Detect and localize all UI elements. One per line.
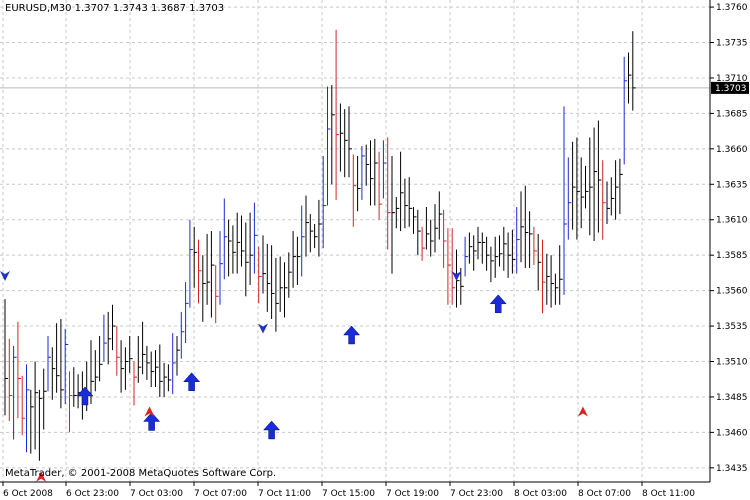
current-price-tag-background — [711, 81, 749, 94]
up-arrow-signal-icon — [343, 325, 361, 345]
time-tick-label: 8 Oct 03:00 — [514, 489, 567, 499]
copyright-text: MetaTrader, © 2001-2008 MetaQuotes Softw… — [5, 468, 277, 479]
price-tick-label: 1.3735 — [716, 39, 748, 49]
up-arrow-signal-icon — [263, 420, 281, 440]
price-tick-label: 1.3685 — [716, 109, 748, 119]
price-tick-label: 1.3760 — [716, 3, 748, 13]
time-tick-label: 8 Oct 11:00 — [642, 489, 695, 499]
price-tick-label: 1.3535 — [716, 322, 748, 332]
sell-marker-icon — [258, 323, 268, 334]
time-tick-label: 7 Oct 11:00 — [258, 489, 311, 499]
buy-marker-icon — [144, 406, 155, 417]
sell-marker-icon — [451, 271, 462, 282]
current-price-tag: 1.3703 — [711, 81, 749, 94]
price-tick-label: 1.3510 — [716, 358, 748, 368]
sell-marker-icon — [0, 271, 10, 282]
price-tick-label: 1.3485 — [716, 393, 748, 403]
time-tick-label: 7 Oct 15:00 — [322, 489, 375, 499]
signal-markers — [0, 271, 588, 482]
up-arrow-signal-icon — [76, 386, 94, 406]
price-tick-label: 1.3435 — [716, 464, 748, 474]
buy-marker-icon — [577, 406, 588, 417]
time-tick-label: 7 Oct 19:00 — [386, 489, 439, 499]
chart-title: EURUSD,M30 1.3707 1.3743 1.3687 1.3703 — [5, 3, 225, 14]
time-tick-label: 6 Oct 2008 — [3, 489, 53, 499]
price-tick-label: 1.3585 — [716, 251, 748, 261]
up-arrow-signal-icon — [183, 372, 201, 392]
buy-marker-icon — [36, 471, 47, 482]
time-tick-label: 7 Oct 03:00 — [130, 489, 183, 499]
grid-lines — [0, 0, 710, 482]
up-arrow-signal-icon — [143, 412, 161, 431]
price-tick-label: 1.3460 — [716, 428, 748, 438]
up-arrow-signal-icon — [489, 294, 507, 314]
price-tick-label: 1.3635 — [716, 180, 748, 190]
time-tick-label: 8 Oct 07:00 — [578, 489, 631, 499]
price-tick-label: 1.3610 — [716, 216, 748, 226]
time-tick-label: 7 Oct 07:00 — [194, 489, 247, 499]
price-tick-label: 1.3660 — [716, 145, 748, 155]
current-price-tag-text: 1.3703 — [715, 84, 747, 94]
ohlc-bars — [4, 29, 636, 461]
price-tick-label: 1.3560 — [716, 287, 748, 297]
price-tick-label: 1.3710 — [716, 74, 748, 84]
time-tick-label: 6 Oct 23:00 — [66, 489, 119, 499]
time-tick-label: 7 Oct 23:00 — [450, 489, 503, 499]
